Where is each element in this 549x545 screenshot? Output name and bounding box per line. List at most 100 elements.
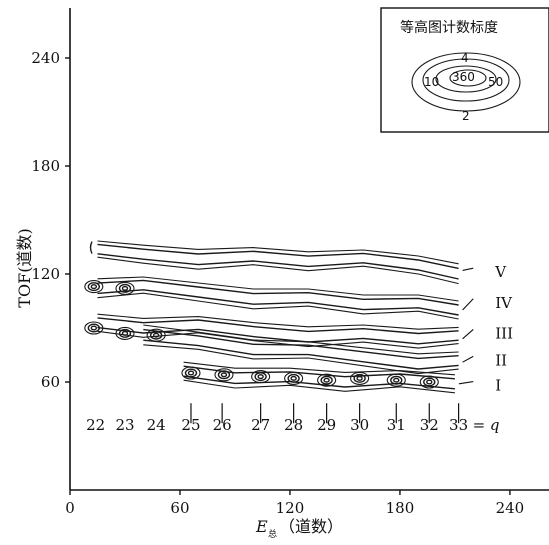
peak-contour-26 <box>214 368 234 382</box>
peak-contour-32 <box>423 377 436 387</box>
band-label-IV: IV <box>495 294 513 312</box>
peak-contour-27 <box>257 374 264 380</box>
peak-contour-28 <box>290 375 297 381</box>
band-contour-V <box>97 240 459 265</box>
peak-contour-22 <box>90 284 98 290</box>
peak-contour-32 <box>426 379 433 385</box>
q-label-29: 29 <box>317 416 336 434</box>
svg-text:E: E <box>255 517 268 536</box>
x-tick-label: 120 <box>276 499 305 517</box>
band-contour-V <box>89 241 93 254</box>
legend-contour-2 <box>411 52 521 112</box>
y-axis-title: TOF(道数) <box>15 228 34 307</box>
peak-contour-23 <box>118 283 132 293</box>
band-contour-II <box>143 328 459 360</box>
q-labels: 22 23 24 25 26 27 28 29 30 31 32 33 = q <box>86 403 500 434</box>
q-label-28: 28 <box>284 416 303 434</box>
band-label-II: II <box>495 351 507 369</box>
svg-text:总: 总 <box>268 528 277 540</box>
peak-contour-24 <box>146 328 166 342</box>
band-leader-I <box>458 381 474 385</box>
ticks: 0 60 120 180 240 60 120 180 240 <box>31 49 524 517</box>
q-label-25: 25 <box>181 416 200 434</box>
peak-contour-26 <box>220 372 228 378</box>
q-label-31: 31 <box>387 416 406 434</box>
x-tick-label: 180 <box>386 499 415 517</box>
q-label-30: 30 <box>350 416 369 434</box>
x-axis-title: E 总 （道数） <box>255 517 343 540</box>
peak-contour-31 <box>386 373 406 387</box>
band-contour-III <box>97 317 459 335</box>
peak-contour-27 <box>251 370 271 384</box>
y-tick-label: 120 <box>31 265 60 283</box>
peak-contour-23 <box>121 285 129 291</box>
q-label-23: 23 <box>115 416 134 434</box>
peak-contour-30 <box>353 373 366 383</box>
band-contour-V <box>97 253 459 280</box>
band-leader-III <box>462 328 474 340</box>
peak-contour-30 <box>356 375 363 381</box>
legend-box: 等高图计数标度 4 360 10 50 2 <box>380 7 549 133</box>
band-leader-IV <box>462 298 474 311</box>
band-contour-II <box>143 344 459 375</box>
legend-level-360: 360 <box>452 70 475 84</box>
band-contour-III <box>97 313 459 330</box>
band-contour-V <box>97 243 459 270</box>
q-label-24: 24 <box>147 416 166 434</box>
x-tick-label: 240 <box>496 499 525 517</box>
peak-contour-22 <box>87 282 101 292</box>
q-label-32: 32 <box>420 416 439 434</box>
band-contour-III <box>97 330 459 349</box>
peak-contour-30 <box>350 371 370 385</box>
band-contour-IV <box>97 279 459 306</box>
q-label-22: 22 <box>86 416 105 434</box>
peak-contour-23 <box>118 328 132 338</box>
band-label-V: V <box>494 263 507 281</box>
peak-contour-31 <box>393 377 400 383</box>
peak-contour-23 <box>115 326 135 340</box>
peak-contour-29 <box>317 373 337 387</box>
peak-contour-22 <box>87 323 101 333</box>
band-contour-IV <box>97 276 459 302</box>
legend-level-2: 2 <box>462 109 470 123</box>
legend-contour-50 <box>449 69 487 87</box>
band-contour-I <box>183 379 455 394</box>
svg-text:（道数）: （道数） <box>279 517 343 536</box>
band-contour-IV <box>97 289 459 316</box>
band-label-I: I <box>495 377 501 395</box>
band-leader-V <box>462 267 474 271</box>
band-contour-V <box>97 256 459 285</box>
band-contour-II <box>143 324 459 355</box>
peak-contour-22 <box>84 280 104 294</box>
x-tick-label: 0 <box>65 499 75 517</box>
band-contour-IV <box>97 292 459 320</box>
contour-bands <box>89 240 474 394</box>
peak-contour-32 <box>419 375 439 389</box>
band-contour-I <box>183 375 455 390</box>
legend-level-50: 50 <box>488 75 503 89</box>
legend-level-10: 10 <box>424 75 439 89</box>
legend-contour-4 <box>422 58 510 102</box>
axes <box>69 8 549 491</box>
y-tick-label: 240 <box>31 49 60 67</box>
band-contour-I <box>183 361 455 376</box>
peak-contour-28 <box>284 371 304 385</box>
y-tick-label: 180 <box>31 157 60 175</box>
peak-contour-24 <box>152 332 160 338</box>
peak-contour-31 <box>390 375 403 385</box>
peak-contour-22 <box>90 325 98 331</box>
band-label-III: III <box>495 324 513 342</box>
band-contour-II <box>143 339 459 370</box>
q-suffix: = q <box>473 416 500 434</box>
contour-peaks <box>84 280 439 389</box>
legend-contour-10 <box>435 65 497 93</box>
peak-contour-29 <box>320 375 333 385</box>
q-label-33: 33 <box>449 416 468 434</box>
peak-contour-23 <box>121 330 129 336</box>
q-label-27: 27 <box>251 416 270 434</box>
legend-level-4: 4 <box>461 51 469 65</box>
peak-contour-25 <box>187 370 195 376</box>
peak-contour-29 <box>323 377 330 383</box>
